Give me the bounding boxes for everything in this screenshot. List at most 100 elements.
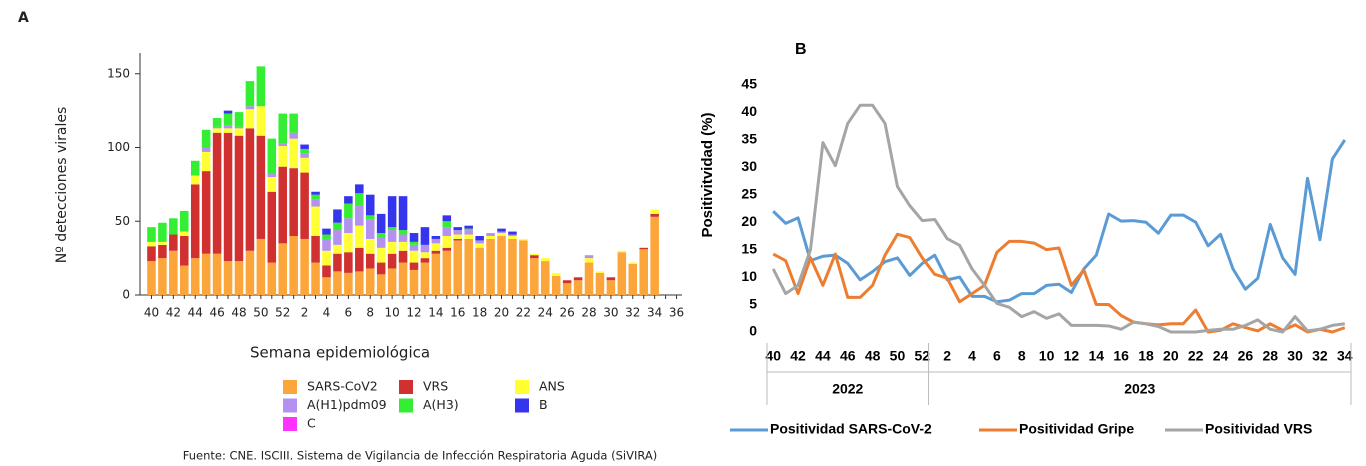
bar-segment	[212, 128, 222, 133]
bar-segment	[497, 236, 506, 295]
bar-segment	[158, 244, 167, 259]
bar-segment	[344, 203, 353, 219]
bar-segment	[300, 153, 309, 158]
bar-segment	[355, 193, 364, 206]
group-label: 2022	[832, 381, 863, 397]
bar-segment	[551, 272, 561, 276]
bar-segment	[245, 128, 255, 251]
bar-segment	[212, 126, 222, 129]
x-tick-label: 28	[1262, 348, 1278, 364]
bar-segment	[606, 280, 616, 295]
bar-segment	[212, 132, 222, 254]
x-tick-label: 22	[516, 306, 531, 320]
bar-segment	[333, 253, 342, 272]
bar-segment	[245, 250, 255, 295]
bar-segment	[508, 231, 517, 235]
bar-segment	[530, 255, 539, 259]
bar-segment	[180, 265, 189, 295]
bar-segment	[464, 238, 473, 295]
bar-segment	[311, 236, 320, 263]
bar-segment	[442, 227, 452, 236]
x-tick-label: 12	[406, 306, 421, 320]
bar-segment	[201, 129, 211, 148]
bar-segment	[376, 213, 386, 234]
bar-segment	[453, 240, 463, 295]
bar-segment	[344, 252, 353, 273]
bar-segment	[540, 261, 550, 295]
bar-segment	[475, 240, 484, 244]
x-tick-label: 14	[428, 306, 443, 320]
bar-segment	[245, 109, 255, 129]
legend-label: B	[539, 397, 548, 412]
legend-swatch	[399, 380, 413, 394]
legend-label: Positividad Gripe	[1019, 421, 1134, 437]
bar-segment	[180, 231, 189, 236]
y-axis-title: Positivitvidad (%)	[699, 112, 716, 237]
bar-segment	[169, 234, 178, 251]
bar-segment	[333, 222, 342, 231]
bar-segment	[256, 106, 266, 136]
bar-segment	[289, 132, 298, 139]
bar-segment	[256, 66, 266, 107]
bar-segment	[344, 233, 353, 253]
x-tick-label: 2	[301, 306, 309, 320]
bar-segment	[508, 236, 517, 239]
bar-segment	[278, 243, 288, 295]
bar-segment	[562, 283, 572, 295]
series-line	[771, 103, 1345, 334]
x-tick-label: 24	[538, 306, 553, 320]
bar-segment	[540, 258, 550, 262]
bar-segment	[223, 261, 233, 295]
bar-segment	[606, 277, 616, 281]
bar-segment	[190, 258, 200, 295]
bar-segment	[169, 250, 178, 295]
bar-segment	[497, 233, 506, 236]
bar-segment	[442, 236, 452, 248]
legend-label: SARS-CoV2	[307, 379, 378, 394]
bar-segment	[322, 277, 331, 295]
bar-segment	[234, 112, 244, 127]
bar-segment	[475, 236, 484, 241]
bar-segment	[190, 175, 200, 185]
y-axis-title: Nº detecciones virales	[54, 107, 70, 264]
bar-segment	[322, 250, 331, 266]
bar-segment	[486, 233, 495, 236]
bar-segment	[376, 247, 386, 263]
x-tick-label: 34	[1337, 348, 1353, 364]
panel-label: A	[18, 10, 29, 26]
bar-segment	[223, 113, 233, 126]
bar-segment	[234, 126, 244, 129]
x-tick-label: 28	[581, 306, 596, 320]
bar-segment	[398, 250, 408, 263]
bar-segment	[387, 196, 397, 228]
bar-segment	[311, 191, 320, 195]
bar-segment	[355, 205, 364, 226]
x-tick-label: 52	[915, 348, 931, 364]
bar-segment	[234, 128, 244, 136]
x-tick-label: 40	[144, 306, 159, 320]
bar-segment	[431, 238, 441, 244]
bar-segment	[365, 215, 375, 220]
x-tick-label: 50	[253, 306, 268, 320]
y-tick-label: 20	[741, 213, 757, 229]
bar-segment	[355, 225, 364, 248]
bar-segment	[169, 218, 178, 235]
bar-segment	[376, 237, 386, 248]
source-note: Fuente: CNE. ISCIII. Sistema de Vigilanc…	[183, 449, 657, 463]
bar-segment	[300, 238, 309, 295]
x-tick-label: 4	[323, 306, 331, 320]
panel-label: B	[795, 41, 807, 58]
bar-segment	[387, 268, 397, 295]
bar-segment	[453, 238, 463, 241]
bar-segment	[365, 238, 375, 254]
x-tick-label: 30	[603, 306, 618, 320]
x-tick-label: 18	[1138, 348, 1154, 364]
bar-segment	[409, 233, 419, 242]
x-tick-label: 20	[494, 306, 509, 320]
x-tick-label: 8	[1018, 348, 1026, 364]
bar-segment	[212, 118, 222, 127]
bar-segment	[344, 196, 353, 204]
bar-segment	[530, 258, 539, 295]
bar-segment	[409, 269, 419, 295]
